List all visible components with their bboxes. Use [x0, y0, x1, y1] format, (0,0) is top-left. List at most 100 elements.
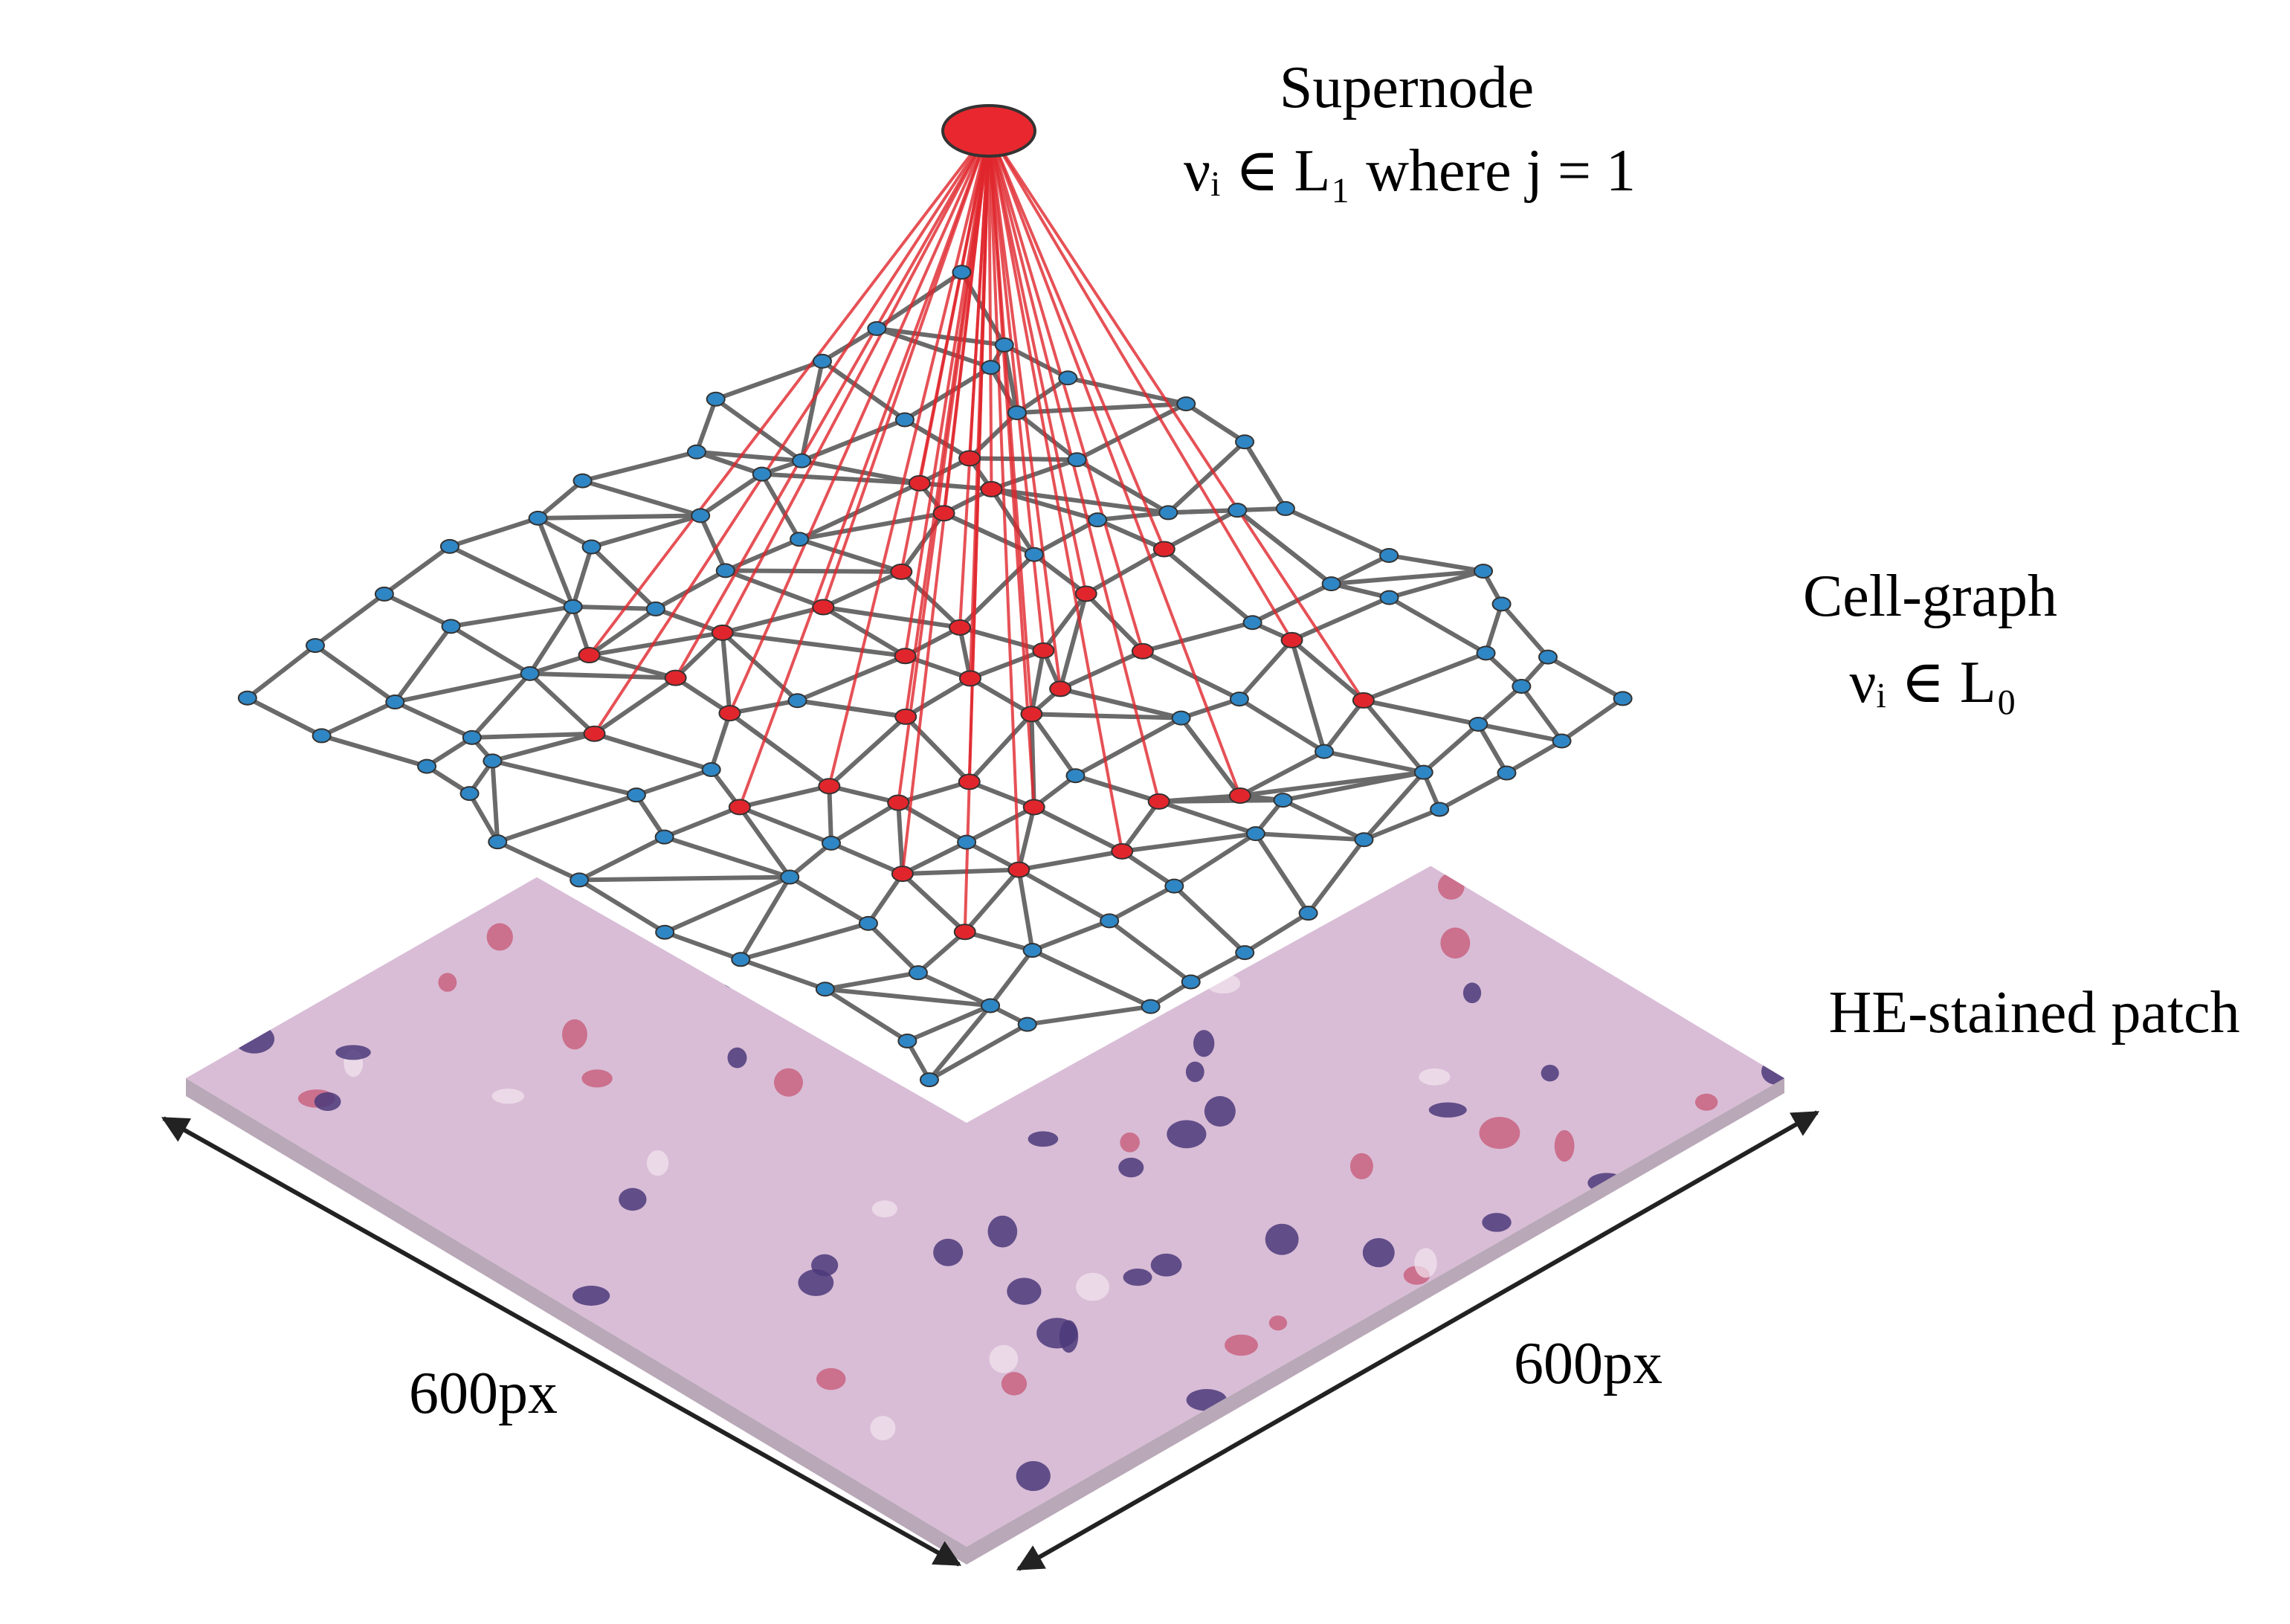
graph-edge [720, 631, 799, 703]
blue-node [691, 508, 711, 523]
graph-edge [1331, 569, 1484, 587]
blue-node [1468, 716, 1488, 732]
cell [1541, 1064, 1559, 1082]
graph-edge [393, 625, 453, 703]
graph-edge [1059, 649, 1144, 692]
graph-edge [822, 570, 903, 610]
graph-edge [1096, 518, 1166, 552]
cell [774, 1068, 803, 1097]
graph-edge [796, 654, 906, 703]
red-node [894, 708, 917, 725]
graph-edge [1108, 883, 1175, 923]
graph-edge [904, 676, 972, 719]
blue-node [1512, 678, 1532, 694]
cell [248, 1225, 272, 1250]
graph-edge [1361, 699, 1426, 774]
supernode-edge [728, 130, 990, 714]
cell [1437, 873, 1465, 900]
graph-edge [969, 676, 1033, 716]
blue-node [374, 586, 394, 602]
graph-edge [722, 630, 906, 659]
red-node [728, 799, 751, 816]
red-node [812, 599, 835, 616]
blue-node [994, 337, 1014, 352]
graph-edge [581, 478, 701, 518]
graph-edge [467, 792, 500, 843]
graph-edge [1363, 697, 1479, 726]
graph-edge [654, 568, 727, 611]
cell [1193, 1030, 1215, 1057]
graph-edge [663, 874, 791, 935]
cell [1434, 1414, 1456, 1438]
cell [226, 983, 248, 1015]
graph-edge [490, 761, 500, 842]
blue-node [1474, 564, 1494, 579]
dimension-label: 600px [1514, 1331, 1662, 1396]
graph-edge [1041, 592, 1088, 652]
supernode-edge [904, 130, 990, 718]
cell [207, 1211, 245, 1239]
graph-edge [1031, 948, 1152, 1009]
cell [1414, 1248, 1437, 1278]
cell [1761, 1057, 1784, 1086]
blue-node [459, 786, 480, 802]
cell [572, 1286, 610, 1306]
supernode-edge [674, 130, 990, 679]
blue-node [812, 353, 832, 369]
cell [1451, 1458, 1471, 1475]
supernode-edge [721, 130, 990, 634]
cell [816, 1367, 846, 1391]
cell [1175, 1449, 1195, 1469]
red-node [818, 778, 841, 795]
graph-edge [1058, 593, 1088, 690]
blue-node [686, 444, 706, 460]
blue-node [1058, 370, 1078, 386]
cell [581, 1069, 613, 1088]
graph-edge [1322, 699, 1366, 753]
cell [1710, 1195, 1746, 1214]
blue-node [417, 758, 437, 774]
graph-edge [824, 987, 909, 1043]
cell [646, 1150, 669, 1176]
red-node [1049, 680, 1072, 697]
supernode-edges [587, 129, 1365, 932]
graph-edge [1282, 798, 1365, 842]
blue-node [439, 538, 459, 554]
cell [1150, 1253, 1182, 1277]
cell [1346, 1397, 1381, 1417]
blue-node [1552, 733, 1572, 749]
graph-edge [1238, 697, 1326, 754]
graph-edge [963, 868, 1021, 934]
blue-node [1245, 826, 1265, 842]
graph-edge [1059, 686, 1182, 721]
graph-edge [394, 671, 531, 704]
graph-edge [830, 800, 900, 845]
graph-edge [246, 696, 323, 738]
graph-edge [383, 544, 451, 596]
blue-node [385, 695, 405, 710]
red-node [958, 450, 981, 467]
cell [1185, 1061, 1204, 1083]
graph-edge [581, 449, 697, 483]
red-node [1074, 585, 1097, 602]
blue-node [1613, 691, 1633, 706]
graph-edge [590, 545, 657, 611]
graph-surface [186, 253, 1732, 1123]
graph-edge [1108, 918, 1193, 984]
graph-edge [964, 929, 1033, 953]
blue-node [1067, 452, 1087, 468]
cell [1349, 1153, 1373, 1180]
blue-node [312, 728, 332, 744]
red-node [908, 474, 931, 492]
blue-node [1379, 547, 1399, 563]
blue-node [1181, 974, 1201, 990]
graph-edge [969, 648, 1045, 681]
cell [1167, 1120, 1207, 1149]
red-node [980, 480, 1003, 497]
cell [314, 1092, 341, 1111]
cell [1451, 1382, 1488, 1400]
graph-edge [587, 607, 657, 657]
graph-edge [1142, 620, 1254, 654]
graph-edge [425, 735, 474, 769]
blue-node [645, 601, 665, 616]
